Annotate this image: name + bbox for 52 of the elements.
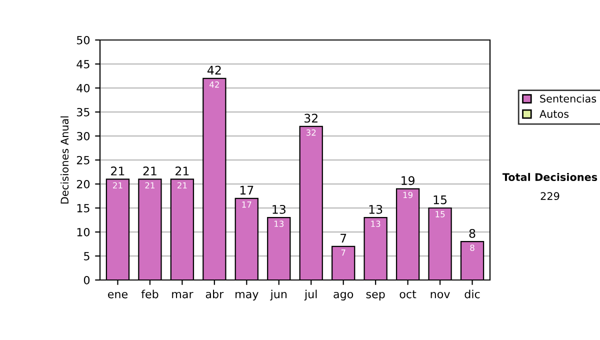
legend-label: Sentencias (540, 94, 596, 103)
y-tick-label: 0 (84, 276, 90, 284)
data-label: 21 (113, 182, 122, 188)
y-axis-title: Decisiones Anual (60, 116, 69, 204)
data-label: 8 (470, 244, 474, 251)
y-tick-label: 45 (76, 60, 90, 68)
total-label: 21 (176, 166, 189, 176)
y-tick-label: 40 (76, 84, 90, 92)
y-tick-label: 5 (84, 252, 90, 260)
data-label: 21 (145, 182, 154, 188)
total-label: 17 (240, 186, 254, 195)
total-label: 7 (340, 234, 346, 243)
data-label: 7 (341, 250, 346, 256)
data-label: 21 (178, 182, 187, 188)
data-label: 13 (371, 220, 380, 227)
total-label: 32 (304, 114, 318, 123)
data-label: 15 (436, 211, 445, 218)
y-tick-label: 30 (76, 132, 90, 140)
x-tick-label: oct (400, 290, 416, 298)
data-label: 19 (403, 192, 413, 198)
total-label: 19 (402, 176, 414, 186)
x-tick-label: may (236, 292, 258, 300)
y-tick-label: 20 (76, 180, 90, 188)
total-label: 8 (469, 228, 476, 238)
x-tick-label: mar (172, 292, 194, 298)
x-tick-label: jun (270, 290, 287, 300)
total-label: 21 (143, 166, 156, 176)
total-label: 13 (272, 204, 286, 214)
text: Total Decisiones (502, 172, 598, 182)
total-label: 15 (434, 196, 447, 204)
x-tick-label: abr (206, 290, 224, 298)
total-label: 42 (207, 66, 221, 75)
x-tick-label: feb (141, 290, 158, 298)
x-tick-label: ene (108, 292, 128, 298)
data-label: 32 (306, 129, 316, 136)
data-label: 13 (274, 220, 284, 227)
x-tick-label: nov (430, 292, 450, 298)
legend-label: Autos (540, 110, 569, 118)
y-tick-label: 25 (76, 156, 90, 164)
text: 229 (540, 192, 560, 200)
x-tick-label: ago (334, 292, 354, 300)
x-tick-label: sep (366, 292, 385, 300)
y-tick-label: 50 (76, 36, 90, 44)
x-tick-label: dic (464, 290, 480, 298)
y-tick-label: 10 (77, 228, 90, 236)
data-label: 17 (242, 202, 252, 208)
x-tick-label: jul (304, 290, 317, 300)
y-tick-label: 35 (76, 108, 90, 116)
total-label: 21 (111, 166, 124, 176)
data-label: 42 (210, 81, 219, 88)
total-label: 13 (369, 204, 382, 214)
y-tick-label: 15 (77, 204, 90, 212)
